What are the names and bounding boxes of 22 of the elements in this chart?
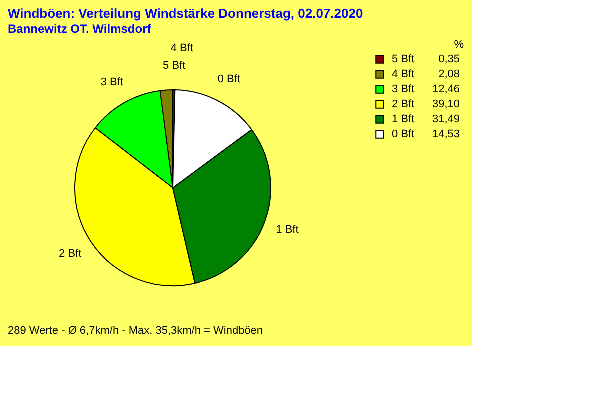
- slice-label: 2 Bft: [59, 248, 82, 260]
- legend-label: 5 Bft: [392, 54, 415, 66]
- legend-label: 0 Bft: [392, 128, 415, 140]
- slice-label: 4 Bft: [170, 42, 194, 54]
- legend-label: 4 Bft: [392, 68, 415, 80]
- slice-label: 1 Bft: [276, 224, 299, 236]
- chart-subtitle: Bannewitz OT. Wilmsdorf: [8, 22, 152, 36]
- data-label: 2,08: [438, 68, 460, 80]
- chart-title: Windböen: Verteilung Windstärke Donnerstag, 02.07.2020: [8, 6, 364, 21]
- data-label: 31,49: [432, 114, 460, 126]
- legend-title: %: [454, 39, 464, 51]
- slice-label: 5 Bft: [163, 60, 186, 72]
- data-label: 39,10: [432, 98, 460, 110]
- text: 289 Werte - Ø 6,7km/h - Max. 35,3km/h = Windböen: [8, 325, 264, 337]
- slice-label: 0 Bft: [218, 74, 240, 86]
- legend-label: 2 Bft: [392, 98, 415, 110]
- data-label: 0,35: [438, 54, 460, 66]
- legend-label: 1 Bft: [392, 114, 415, 126]
- data-label: 14,53: [432, 128, 460, 140]
- legend-label: 3 Bft: [392, 84, 415, 96]
- slice-label: 3 Bft: [100, 76, 124, 88]
- data-label: 12,46: [432, 84, 460, 96]
